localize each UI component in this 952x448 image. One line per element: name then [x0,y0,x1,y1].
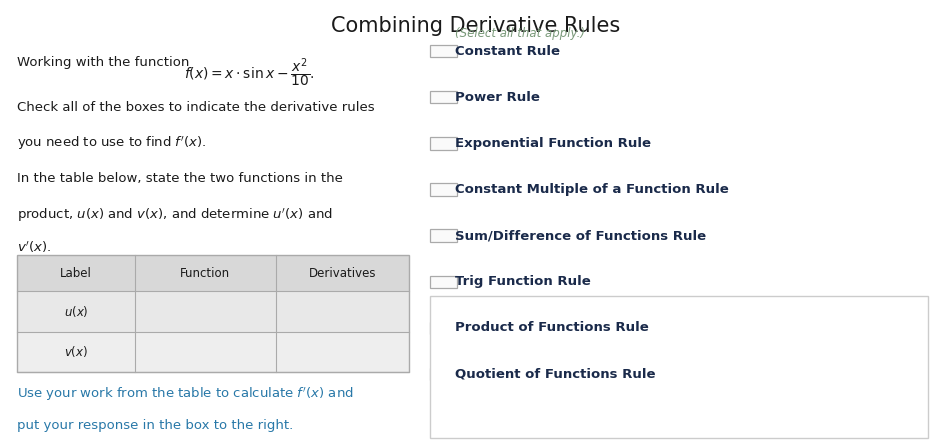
Text: you need to use to find $f'(x)$.: you need to use to find $f'(x)$. [17,134,207,152]
Text: $v'(x)$.: $v'(x)$. [17,240,51,255]
Text: Combining Derivative Rules: Combining Derivative Rules [331,16,621,36]
Bar [17,291,409,332]
Text: $f(x)=x\cdot\sin x-\dfrac{x^2}{10}$$.$: $f(x)=x\cdot\sin x-\dfrac{x^2}{10}$$.$ [184,56,314,89]
Text: Trig Function Rule: Trig Function Rule [455,275,591,289]
Bar [430,322,457,334]
Text: put your response in the box to the right.: put your response in the box to the righ… [17,419,293,432]
Bar [430,91,457,103]
Text: Exponential Function Rule: Exponential Function Rule [455,137,651,150]
Text: Function: Function [180,267,230,280]
Bar [17,255,409,291]
Bar [430,229,457,242]
Text: Working with the function: Working with the function [17,56,189,69]
Text: Label: Label [60,267,92,280]
Text: Quotient of Functions Rule: Quotient of Functions Rule [455,367,656,381]
Text: Check all of the boxes to indicate the derivative rules: Check all of the boxes to indicate the d… [17,101,375,114]
Bar [17,332,409,372]
Text: Power Rule: Power Rule [455,90,540,104]
Bar [430,296,928,438]
Bar [430,137,457,150]
Text: Use your work from the table to calculate $f'(x)$ and: Use your work from the table to calculat… [17,385,354,403]
Text: Constant Multiple of a Function Rule: Constant Multiple of a Function Rule [455,183,729,196]
Bar [430,45,457,57]
Text: In the table below, state the two functions in the: In the table below, state the two functi… [17,172,343,185]
Bar [17,255,409,372]
Text: product, $u(x)$ and $v(x)$, and determine $u'(x)$ and: product, $u(x)$ and $v(x)$, and determin… [17,206,333,224]
Text: Derivatives: Derivatives [309,267,376,280]
Text: $u(x)$: $u(x)$ [64,304,89,319]
Text: Sum/Difference of Functions Rule: Sum/Difference of Functions Rule [455,229,706,242]
Text: $v(x)$: $v(x)$ [64,344,88,359]
Text: (Select all that apply.): (Select all that apply.) [455,27,585,40]
Bar [430,276,457,288]
Text: Product of Functions Rule: Product of Functions Rule [455,321,649,335]
Bar [430,183,457,196]
Bar [430,368,457,380]
Text: Constant Rule: Constant Rule [455,44,560,58]
